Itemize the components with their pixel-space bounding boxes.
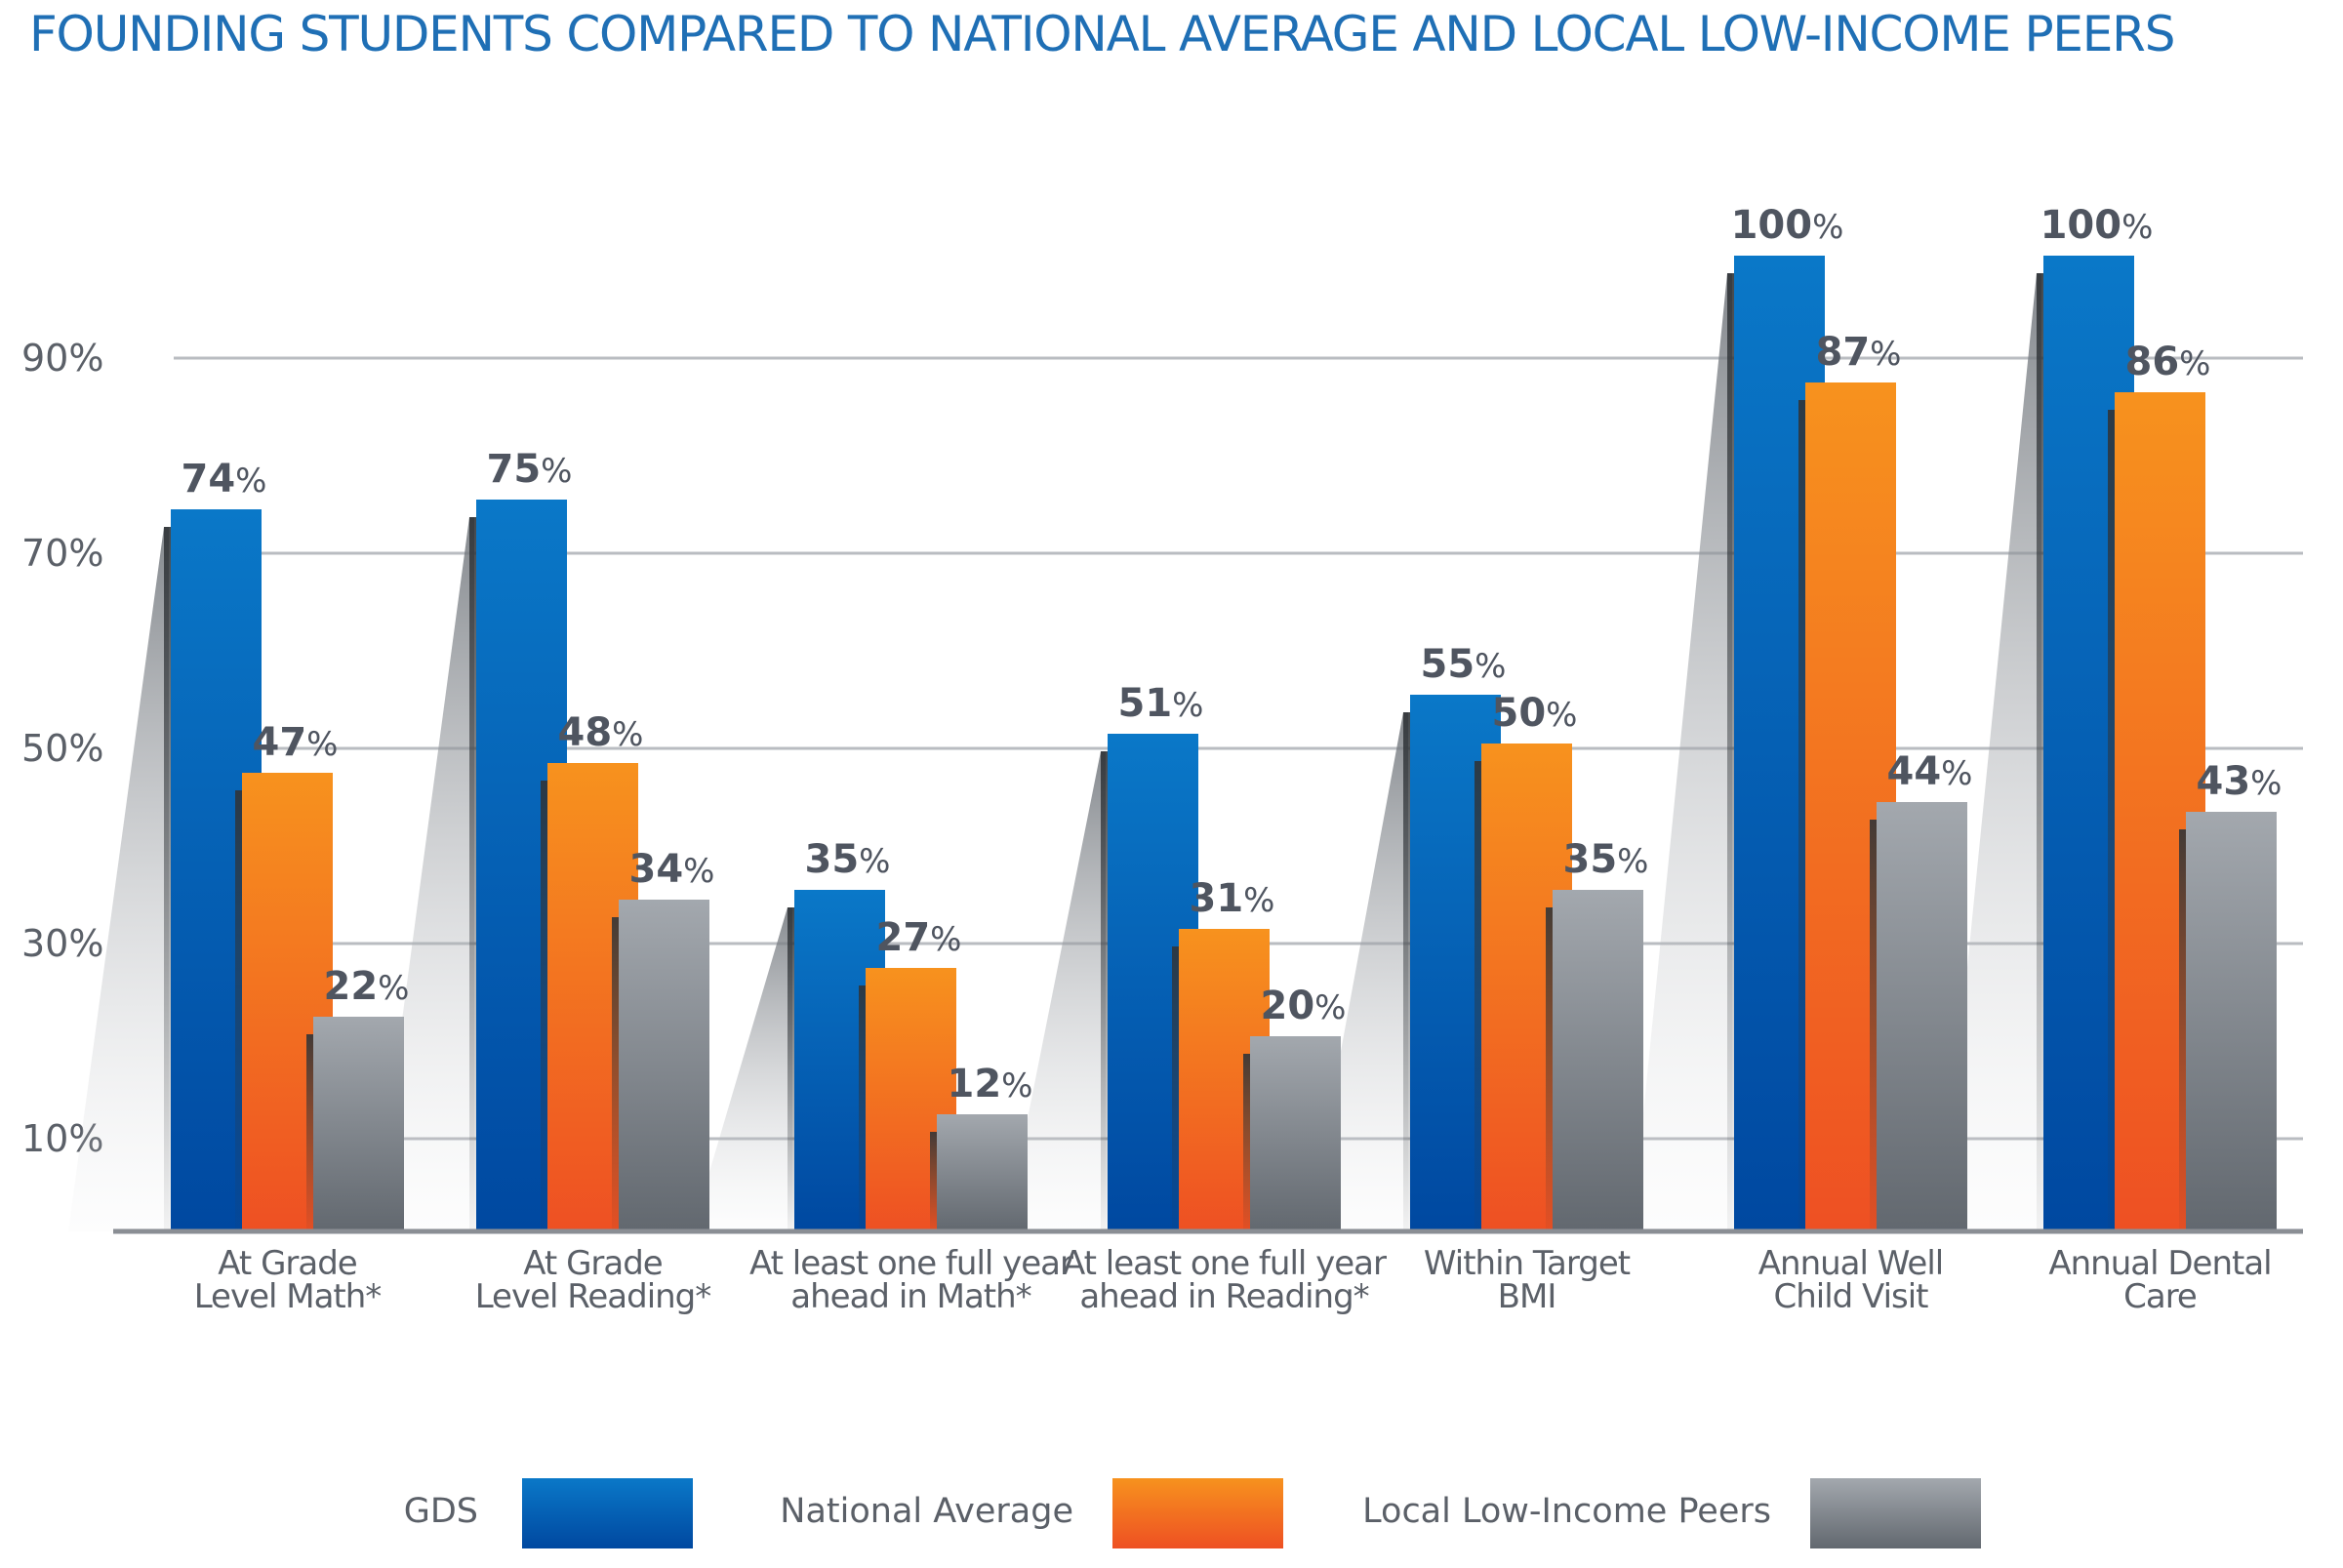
- bar-shadow: [692, 907, 792, 1231]
- data-label: 44%: [1887, 749, 1973, 794]
- bar: [1250, 1036, 1341, 1231]
- legend-swatch: [1810, 1478, 1981, 1548]
- data-label: 51%: [1118, 681, 1204, 726]
- bar-edge: [1870, 820, 1877, 1231]
- bar-edge: [469, 517, 476, 1231]
- bar-edge: [859, 985, 866, 1231]
- data-label: 22%: [324, 964, 410, 1009]
- data-label: 35%: [1563, 837, 1649, 882]
- bar-edge: [2037, 273, 2043, 1231]
- y-tick-label: 30%: [21, 922, 103, 965]
- bar: [1877, 802, 1967, 1231]
- bar-edge: [788, 907, 794, 1231]
- data-label: 34%: [629, 847, 715, 892]
- bar-edge: [1546, 907, 1553, 1231]
- y-tick-label: 50%: [21, 727, 103, 770]
- bar-edge: [306, 1034, 313, 1231]
- x-category-label: At Grade Level Reading*: [475, 1244, 711, 1316]
- data-label: 86%: [2125, 340, 2211, 384]
- bar-edge: [1403, 712, 1410, 1231]
- data-label: 100%: [2040, 203, 2154, 248]
- bar-edge: [2108, 410, 2115, 1231]
- x-category-label: At least one full year ahead in Math*: [749, 1244, 1073, 1316]
- bar-shadow: [68, 527, 169, 1231]
- bar-edge: [612, 917, 619, 1231]
- data-label: 47%: [253, 720, 339, 765]
- bar-edge: [2179, 829, 2186, 1231]
- x-category-label: Annual Dental Care: [2048, 1244, 2271, 1316]
- x-category-label: Annual Well Child Visit: [1758, 1244, 1943, 1316]
- bar-edge: [930, 1132, 937, 1231]
- data-label: 27%: [876, 915, 962, 960]
- y-tick-label: 70%: [21, 532, 103, 575]
- x-category-label: At Grade Level Math*: [194, 1244, 382, 1316]
- bar: [1553, 890, 1643, 1231]
- bar-shadow: [1632, 273, 1732, 1231]
- data-label: 100%: [1731, 203, 1844, 248]
- legend-swatch: [522, 1478, 693, 1548]
- bar-edge: [235, 790, 242, 1231]
- bar-edge: [164, 527, 171, 1231]
- data-label: 74%: [182, 457, 267, 502]
- data-label: 12%: [948, 1062, 1033, 1106]
- data-label: 75%: [487, 447, 573, 492]
- data-label: 20%: [1261, 984, 1347, 1028]
- data-label: 48%: [558, 710, 644, 755]
- data-label: 87%: [1816, 330, 1902, 375]
- x-category-label: At least one full year ahead in Reading*: [1063, 1244, 1387, 1316]
- x-category-label: Within Target BMI: [1424, 1244, 1631, 1316]
- legend-swatch: [1112, 1478, 1283, 1548]
- bar: [2186, 812, 2277, 1231]
- bar-shadow: [1005, 751, 1106, 1231]
- legend-label: Local Low-Income Peers: [1362, 1492, 1771, 1531]
- bar-edge: [1243, 1054, 1250, 1231]
- bar: [937, 1114, 1028, 1231]
- bar-edge: [1101, 751, 1108, 1231]
- data-label: 31%: [1190, 876, 1275, 921]
- bar-edge: [1798, 400, 1805, 1231]
- chart-title: FOUNDING STUDENTS COMPARED TO NATIONAL A…: [29, 6, 2175, 62]
- bar-edge: [1172, 946, 1179, 1231]
- legend-label: National Average: [780, 1492, 1073, 1531]
- data-label: 55%: [1421, 642, 1507, 687]
- data-label: 50%: [1492, 691, 1578, 736]
- bar-edge: [541, 781, 547, 1231]
- data-label: 35%: [805, 837, 891, 882]
- bar-edge: [1727, 273, 1734, 1231]
- bar-edge: [1474, 761, 1481, 1231]
- y-tick-label: 90%: [21, 337, 103, 380]
- bar: [619, 900, 709, 1231]
- legend-label: GDS: [404, 1492, 478, 1531]
- bar: [313, 1017, 404, 1231]
- data-label: 43%: [2197, 759, 2282, 804]
